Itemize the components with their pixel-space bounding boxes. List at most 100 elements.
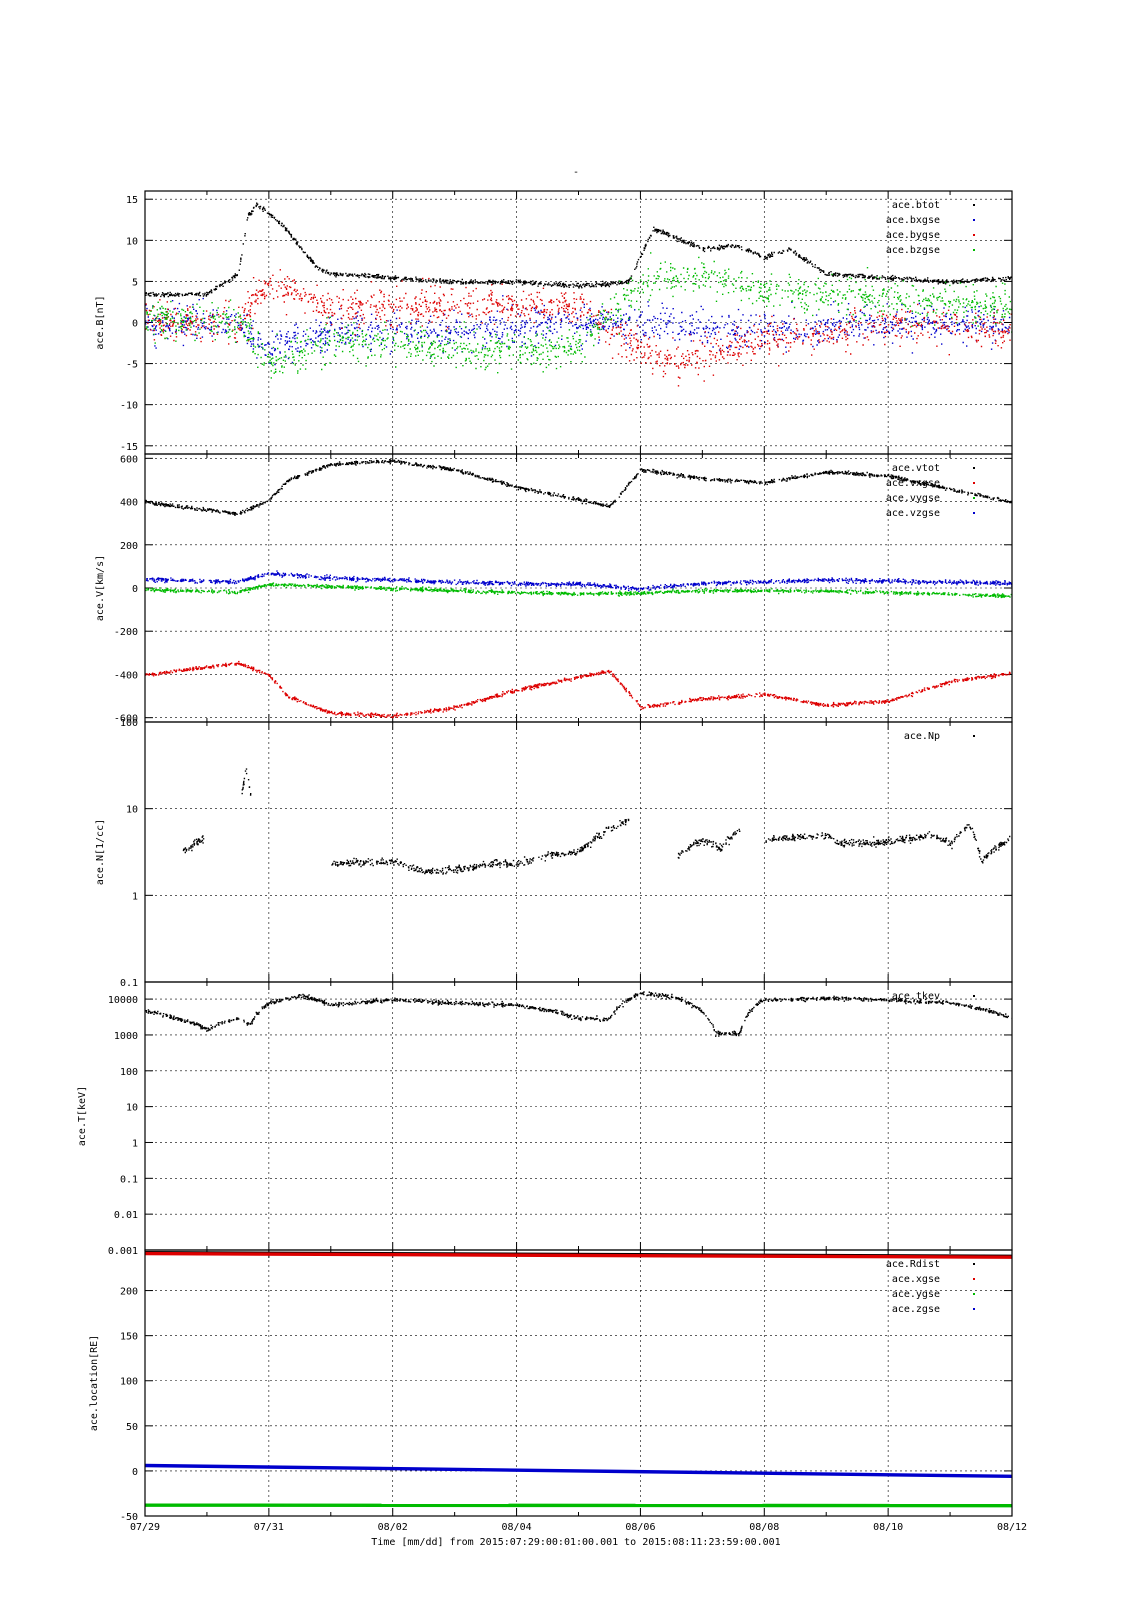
- panel-4-data: [145, 991, 1012, 1037]
- series-ace-bzgse: [145, 252, 1012, 379]
- panel-3: 100 10 1 0.1 ace.Np ace.N[1/cc]: [95, 718, 1013, 989]
- legend-label: ace.vygse: [886, 493, 940, 504]
- series-points: [145, 269, 1012, 387]
- legend-label: ace.btot: [892, 200, 940, 211]
- y-tick-label: 0: [132, 1467, 138, 1478]
- y-axis-label: ace.T[keV]: [77, 1086, 88, 1146]
- x-axis-label: Time [mm/dd] from 2015:07:29:00:01:00.00…: [371, 1537, 780, 1548]
- legend-label: ace.bygse: [886, 230, 940, 241]
- series-ace-vtot: [145, 459, 1012, 516]
- y-tick-label: -10: [120, 401, 138, 412]
- legend-marker: [973, 467, 975, 469]
- y-tick-label: 10: [126, 1103, 138, 1114]
- legend-marker: [973, 735, 975, 737]
- y-tick-label: 10000: [108, 995, 138, 1006]
- legend-marker: [973, 1263, 975, 1265]
- y-tick-label: 100: [120, 1067, 138, 1078]
- x-tick-label: 07/31: [254, 1522, 284, 1533]
- x-tick-label: 08/12: [997, 1522, 1027, 1533]
- panel-frame: [144, 721, 1013, 983]
- x-tick-label: 08/08: [749, 1522, 779, 1533]
- legend-label: ace.vzgse: [886, 508, 940, 519]
- legend-label: ace.tkev: [892, 991, 940, 1002]
- y-tick-label: 100: [120, 718, 138, 729]
- y-tick-label: -5: [126, 360, 138, 371]
- series-line: [145, 1251, 1012, 1257]
- y-tick-label: 0.1: [120, 978, 138, 989]
- legend-marker: [973, 1278, 975, 1280]
- series-ace-xgse: [145, 1251, 1012, 1259]
- legend-label: ace.bzgse: [886, 245, 940, 256]
- series-ace-bygse: [145, 269, 1012, 387]
- legend-marker: [973, 497, 975, 499]
- series-line: [145, 1465, 1012, 1479]
- legend-label: ace.Np: [904, 731, 940, 742]
- series-ace-btot: [145, 202, 1012, 298]
- legend-label: ace.Rdist: [886, 1259, 940, 1270]
- legend-label: ace.vxgse: [886, 478, 940, 489]
- y-tick-label: -15: [120, 442, 138, 453]
- series-points: [145, 459, 1012, 516]
- y-tick-label: 100: [120, 1377, 138, 1388]
- series-ace-zgse: [145, 1463, 1012, 1479]
- series-line: [145, 1253, 1012, 1259]
- x-tick-label: 08/06: [625, 1522, 655, 1533]
- series-line: [145, 1464, 1012, 1478]
- panel-frame: [144, 981, 1013, 1251]
- panel-5: 200 150 100 50 0 -50 ace.Rdist ace.xgse ace.ygse…: [89, 1249, 1013, 1523]
- y-tick-label: 150: [120, 1332, 138, 1343]
- y-tick-label: 200: [120, 1287, 138, 1298]
- y-tick-label: 0: [132, 319, 138, 330]
- page-title: -: [573, 167, 579, 178]
- panel-1-data: [145, 202, 1012, 387]
- y-axis-label: ace.B[nT]: [95, 295, 106, 349]
- y-tick-label: 10: [126, 236, 138, 247]
- chart-panels: 151050-5-10-15ace.btotace.bxgseace.bygse…: [77, 190, 1013, 1523]
- y-tick-label: 5: [132, 277, 138, 288]
- series-points: [145, 252, 1012, 379]
- legend-marker: [973, 1293, 975, 1295]
- x-tick-label: 08/02: [378, 1522, 408, 1533]
- legend-label: ace.zgse: [892, 1304, 940, 1315]
- x-tick-label: 08/04: [502, 1522, 532, 1533]
- y-tick-label: 1000: [114, 1031, 138, 1042]
- x-axis: 07/29 07/31 08/02 08/04 08/06 08/08 08/10 08/12: [130, 1522, 1027, 1533]
- x-tick-label: 08/10: [873, 1522, 903, 1533]
- series-ace-vzgse: [145, 570, 1012, 592]
- y-tick-label: -600: [114, 714, 138, 725]
- legend-marker: [973, 512, 975, 514]
- panel-frame: [144, 1249, 1013, 1517]
- series-ace-vygse: [145, 582, 1012, 599]
- series-ace-tkev: [145, 991, 1012, 1037]
- series-points: [145, 202, 1012, 298]
- panel-2-data: [145, 459, 1012, 719]
- series-points: [145, 991, 1012, 1037]
- panel-5-data: [145, 1251, 1012, 1508]
- panel-1: 15 10 5 0 -5 -10 -15 ace.btot ace.bxgse ace.bygse…: [95, 190, 1013, 455]
- legend-label: ace.vtot: [892, 463, 940, 474]
- y-axis-label: ace.V[km/s]: [95, 555, 106, 621]
- legend-label: ace.xgse: [892, 1274, 940, 1285]
- y-tick-label: 1: [132, 1138, 138, 1149]
- panel-2: 600 400 200 0 -200 -400 -600 ace.vtot ace.vxgse a…: [95, 453, 1013, 725]
- y-tick-label: 10: [126, 805, 138, 816]
- series-points: [145, 582, 1012, 599]
- legend-marker: [973, 204, 975, 206]
- y-tick-label: 400: [120, 498, 138, 509]
- series-ace-ygse: [145, 1503, 1012, 1508]
- y-tick-label: 50: [126, 1422, 138, 1433]
- series-line: [145, 1251, 1012, 1257]
- legend-marker: [973, 219, 975, 221]
- y-tick-label: -200: [114, 627, 138, 638]
- panel-4: 10000 1000 100 10 1 0.1 0.01 0.001 ace.tkev ace.T…: [77, 981, 1013, 1257]
- y-tick-label: 0.01: [114, 1210, 138, 1221]
- y-tick-label: 200: [120, 541, 138, 552]
- legend-marker: [973, 234, 975, 236]
- y-tick-label: 0.001: [108, 1246, 138, 1257]
- y-tick-label: 0: [132, 584, 138, 595]
- legend-marker: [973, 249, 975, 251]
- y-axis-label: ace.location[RE]: [89, 1335, 100, 1431]
- y-tick-label: 600: [120, 454, 138, 465]
- series-line: [145, 1463, 1012, 1477]
